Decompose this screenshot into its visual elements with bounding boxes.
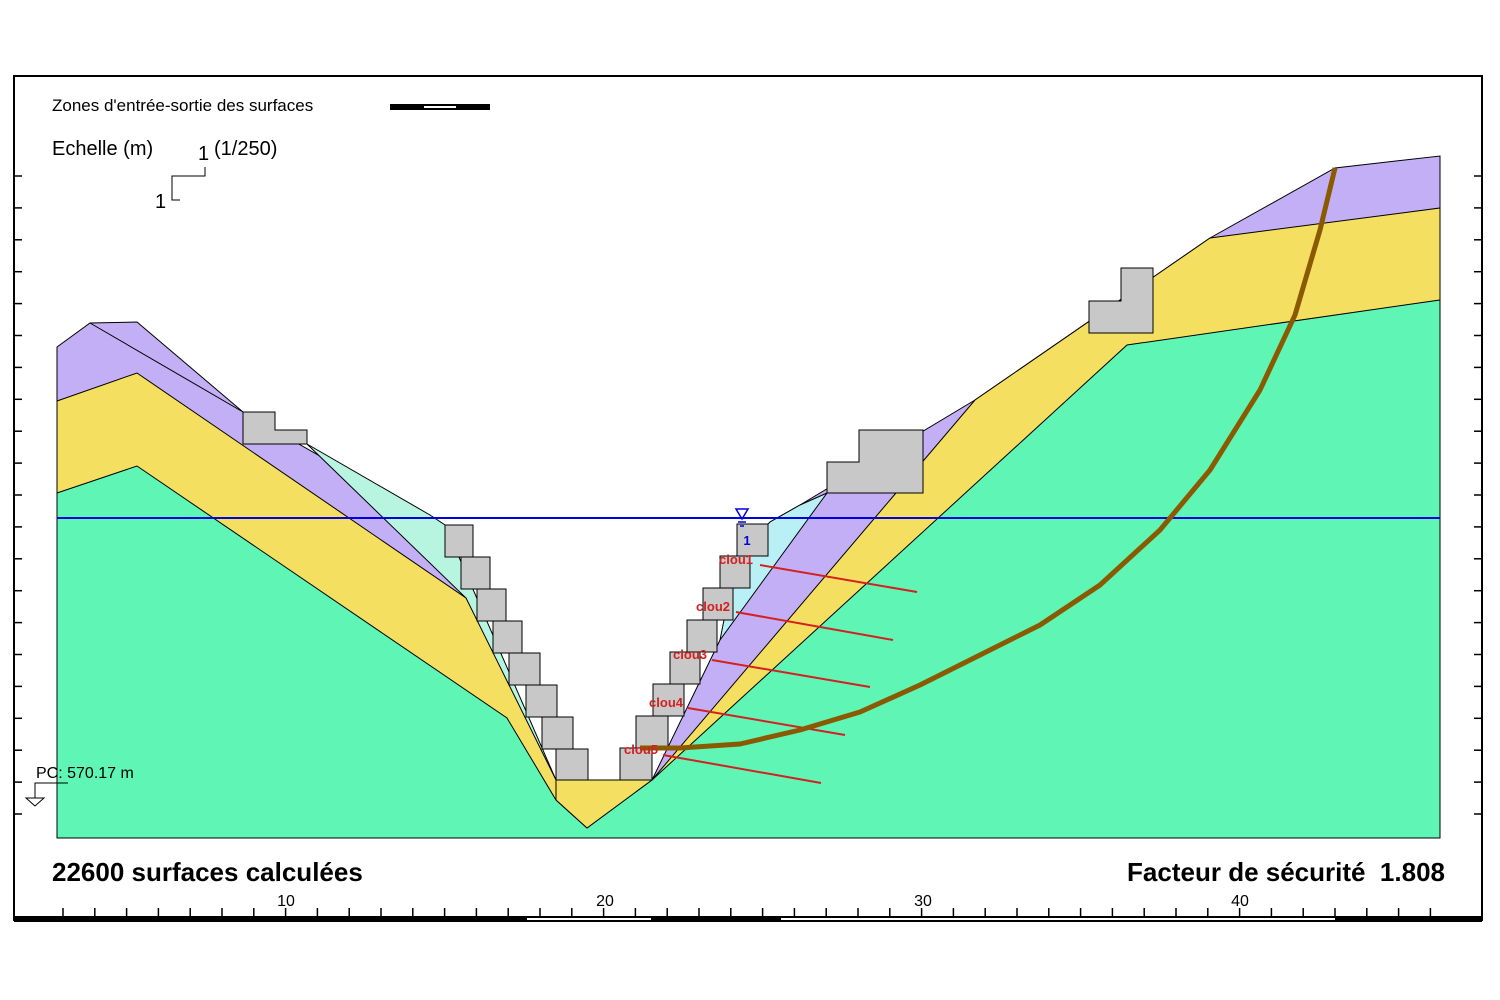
ticks [14,175,1482,916]
block [541,716,574,750]
block [635,715,669,749]
nail-label: clou4 [649,695,684,710]
slip-surface [640,167,1338,751]
layer-line [89,322,244,413]
x-tick-label: 40 [1231,893,1249,910]
ruler [14,916,1482,922]
block [444,524,474,558]
block [508,652,541,686]
ruler [781,918,1335,920]
block [460,556,491,590]
block [652,683,685,717]
x-tick-label: 30 [914,893,932,910]
scale-h: 1 [198,143,209,165]
reference-label: PC: 570.17 m [36,765,134,782]
block [492,620,523,654]
nail [711,659,871,688]
nail-label: clou1 [719,552,753,567]
block [619,747,653,781]
scale-v: 1 [155,191,166,213]
block [669,651,701,685]
block [555,748,589,781]
nail [662,754,822,784]
block [719,555,751,589]
nail [735,611,894,641]
block [826,429,924,494]
nail-label: clou3 [673,647,707,662]
ruler [527,918,651,920]
x-tick-label: 10 [277,893,295,910]
scale-bar [424,106,456,108]
block [702,587,734,621]
scale-ratio: (1/250) [214,138,277,160]
reference-marker [24,782,68,807]
scale-symbol [171,167,206,201]
zones-label: Zones d'entrée-sortie des surfaces [52,96,313,115]
block [1088,267,1154,334]
water-label: 1 [743,533,750,548]
nail [759,564,918,593]
nail-label: clou5 [624,742,658,757]
block [736,523,769,557]
block [525,684,558,718]
block [686,619,718,653]
wall-blocks [242,267,1154,781]
nail-label: clou2 [696,599,730,614]
nail [687,707,846,736]
scale-label: Echelle (m) [52,138,153,160]
safety-factor: Facteur de sécurité 1.808 [1127,857,1445,887]
water-marker [734,508,750,527]
x-tick-label: 20 [596,893,614,910]
surfaces-count: 22600 surfaces calculées [52,857,363,887]
block [476,588,507,622]
block [242,411,308,445]
